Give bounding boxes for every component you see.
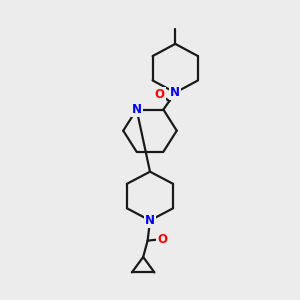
- Text: N: N: [132, 103, 142, 116]
- Text: O: O: [157, 233, 167, 246]
- Text: N: N: [145, 214, 155, 227]
- Text: N: N: [170, 86, 180, 99]
- Text: O: O: [154, 88, 165, 101]
